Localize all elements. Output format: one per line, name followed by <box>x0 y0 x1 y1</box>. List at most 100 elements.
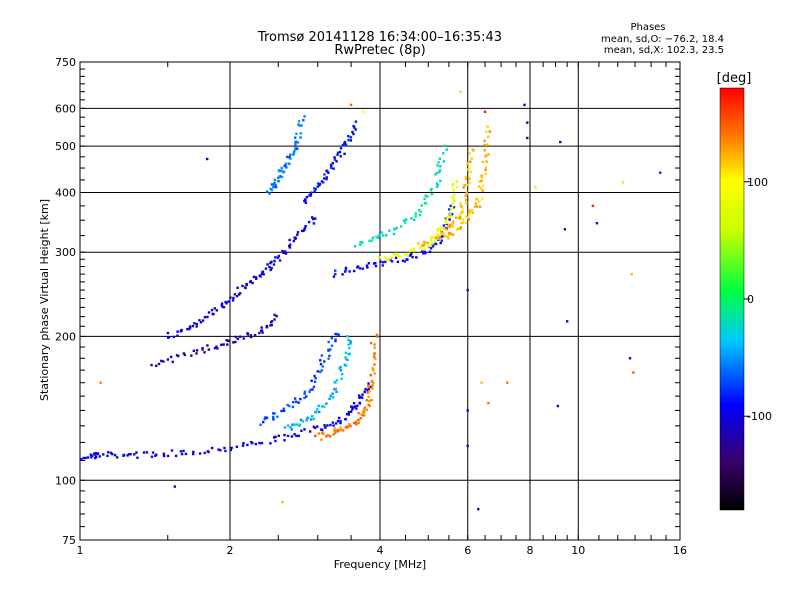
scatter-point <box>281 500 284 504</box>
trace-point <box>327 349 330 352</box>
trace-point <box>373 363 376 366</box>
trace-point <box>371 384 374 387</box>
trace-point <box>440 232 443 235</box>
x-tick-label: 1 <box>77 544 84 557</box>
trace-point <box>481 197 484 200</box>
trace-point <box>316 182 320 185</box>
trace-point <box>195 352 198 355</box>
trace-point <box>465 177 468 180</box>
trace-point <box>210 308 214 312</box>
trace-point <box>438 157 442 160</box>
trace-point <box>309 418 313 421</box>
trace-point <box>478 200 481 203</box>
trace-point <box>326 433 330 437</box>
trace-point <box>339 420 342 423</box>
trace-point <box>314 217 317 220</box>
trace-point <box>236 337 240 341</box>
trace-point <box>292 400 295 404</box>
trace-point <box>301 229 304 233</box>
trace-point <box>323 173 326 176</box>
trace-point <box>272 263 276 266</box>
trace-point <box>292 153 295 156</box>
trace-point <box>406 254 410 258</box>
trace-point <box>290 428 294 431</box>
trace-point <box>277 434 280 437</box>
trace-point <box>484 166 488 169</box>
trace-point <box>486 143 489 146</box>
trace-point <box>233 293 237 296</box>
trace-point <box>475 197 478 201</box>
trace-point <box>349 139 353 142</box>
trace-point <box>283 164 287 167</box>
trace-point <box>388 229 391 232</box>
trace-point <box>283 433 286 437</box>
trace-point <box>434 242 437 246</box>
trace-point <box>316 408 319 411</box>
trace-point <box>90 456 93 459</box>
trace-point <box>359 240 362 244</box>
trace-point <box>368 390 371 393</box>
trace-point <box>230 446 233 450</box>
trace-point <box>303 390 307 393</box>
stats-line-o: mean, sd,O: −76.2, 18.4 <box>601 34 724 45</box>
trace-point <box>361 393 364 396</box>
trace-point <box>316 370 320 373</box>
trace-point <box>359 417 362 420</box>
trace-point <box>465 201 468 205</box>
trace-point <box>294 144 297 148</box>
trace-point <box>381 264 384 267</box>
trace-point <box>265 190 269 193</box>
trace-point <box>345 412 349 416</box>
trace-point <box>210 446 214 450</box>
trace-point <box>191 324 195 328</box>
trace-point <box>450 208 453 211</box>
trace-point <box>318 182 322 186</box>
trace-point <box>429 247 433 250</box>
trace-point <box>451 202 454 205</box>
trace-point <box>305 395 308 398</box>
scatter-point <box>526 121 529 124</box>
trace-point <box>107 451 110 454</box>
trace-point <box>464 175 467 179</box>
trace-point <box>280 169 283 173</box>
scatter-point <box>205 157 209 161</box>
trace-point <box>339 426 342 429</box>
trace-point <box>340 372 344 376</box>
trace-point <box>434 173 437 176</box>
trace-point <box>384 233 388 237</box>
trace-point <box>325 176 329 179</box>
y-tick-label: 600 <box>55 102 76 115</box>
trace-point <box>294 400 298 403</box>
trace-point <box>419 245 423 248</box>
trace-point <box>235 445 239 448</box>
trace-point <box>198 319 201 322</box>
y-tick-label: 100 <box>55 474 76 487</box>
trace-point <box>320 180 324 183</box>
trace-point <box>359 395 362 399</box>
trace-point <box>324 426 327 429</box>
trace-point <box>353 126 356 129</box>
trace-point <box>361 241 364 244</box>
trace-point <box>371 387 374 390</box>
trace-point <box>373 372 376 375</box>
trace-point <box>456 186 459 189</box>
trace-point <box>302 119 305 122</box>
trace-point <box>326 170 329 173</box>
trace-point <box>377 234 381 237</box>
trace-point <box>451 222 455 225</box>
trace-point <box>321 431 324 434</box>
trace-point <box>174 454 178 458</box>
trace-point <box>288 404 291 408</box>
trace-point <box>343 142 346 145</box>
chart-subtitle: RwPretec (8p) <box>334 43 425 58</box>
trace-point <box>334 338 337 341</box>
trace-point <box>346 426 349 429</box>
trace-point <box>483 139 486 143</box>
trace-point <box>227 339 230 343</box>
trace-point <box>80 458 83 461</box>
trace-point <box>303 227 307 230</box>
trace-point <box>410 217 413 220</box>
trace-point <box>441 232 444 235</box>
trace-point <box>319 370 322 374</box>
trace-point <box>234 340 237 344</box>
